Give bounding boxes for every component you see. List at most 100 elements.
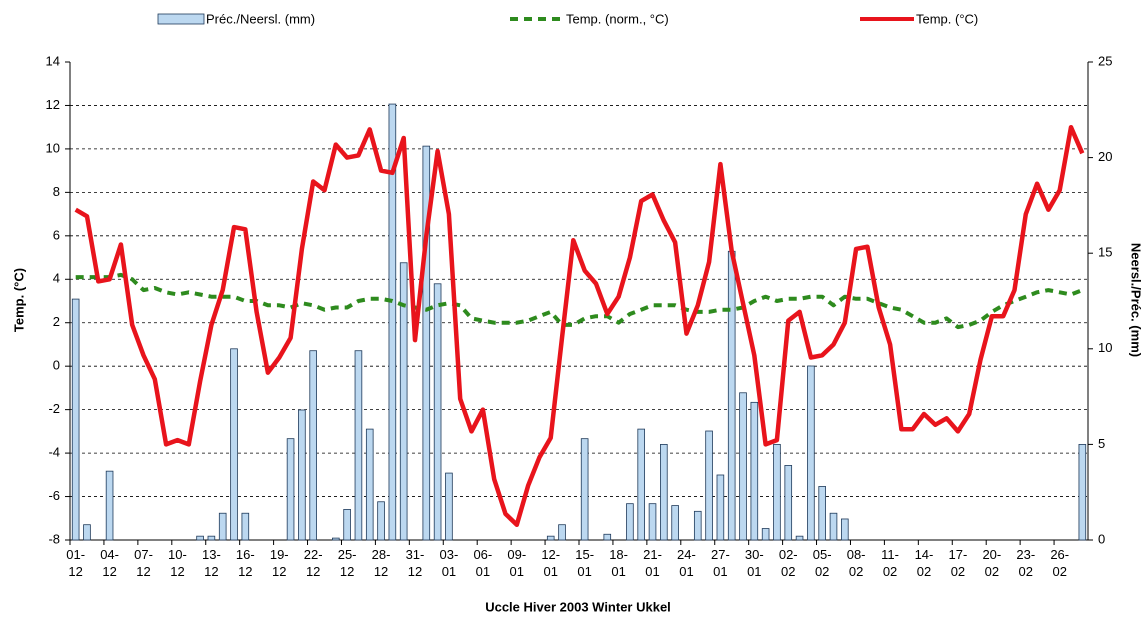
bar xyxy=(207,535,216,541)
bar xyxy=(309,350,317,541)
bar xyxy=(829,512,838,541)
x-tick-label: 21-01 xyxy=(643,547,662,579)
bar xyxy=(388,103,397,541)
x-tick-label: 01-12 xyxy=(66,547,85,579)
x-tick-label: 14-02 xyxy=(915,547,934,579)
y-axis-title: Temp. (°C) xyxy=(11,268,26,332)
bar xyxy=(196,535,204,541)
y-tick-label: 12 xyxy=(46,97,60,112)
legend-label: Temp. (norm., °C) xyxy=(566,11,669,26)
bar xyxy=(671,505,679,541)
legend-label: Temp. (°C) xyxy=(916,11,978,26)
bar xyxy=(1078,443,1087,541)
x-tick-label: 08-02 xyxy=(847,547,866,579)
bar xyxy=(286,438,295,541)
bar xyxy=(750,401,759,541)
bar xyxy=(241,512,250,541)
x-tick-label: 19-12 xyxy=(270,547,289,579)
x-tick-label: 10-12 xyxy=(168,547,187,579)
y-tick-label: -4 xyxy=(48,445,60,460)
bar xyxy=(580,438,589,541)
bar xyxy=(332,537,340,541)
bar xyxy=(784,465,793,541)
bar xyxy=(716,474,725,541)
x-tick-label: 03-01 xyxy=(440,547,459,579)
y-tick-label: 8 xyxy=(53,184,60,199)
line xyxy=(75,272,1084,330)
legend-label: Préc./Neersl. (mm) xyxy=(206,11,315,26)
x-tick-label: 31-12 xyxy=(406,547,425,579)
y-tick-label: -8 xyxy=(48,531,60,546)
y-tick-label: -6 xyxy=(48,488,60,503)
bar xyxy=(433,283,442,541)
x-tick-label: 15-01 xyxy=(575,547,594,579)
x-tick-label: 02-02 xyxy=(779,547,798,579)
y2-tick-label: 5 xyxy=(1098,436,1105,451)
y-tick-label: 2 xyxy=(53,314,60,329)
bar xyxy=(818,486,826,541)
bar xyxy=(773,443,781,541)
y-tick-label: 6 xyxy=(53,227,60,242)
x-tick-label: 26-02 xyxy=(1050,547,1069,579)
y2-tick-label: 15 xyxy=(1098,245,1112,260)
bar xyxy=(626,503,634,541)
x-tick-label: 12-01 xyxy=(541,547,560,579)
bar xyxy=(71,298,80,541)
line xyxy=(74,124,1085,528)
bar xyxy=(343,509,351,541)
x-tick-label: 06-01 xyxy=(473,547,492,579)
bar xyxy=(354,350,363,541)
y-tick-label: 10 xyxy=(46,140,60,155)
bar xyxy=(795,535,804,541)
y-tick-label: 4 xyxy=(53,271,60,286)
bar xyxy=(445,472,453,541)
x-tick-label: 22-12 xyxy=(304,547,323,579)
x-tick-label: 07-12 xyxy=(134,547,153,579)
bar xyxy=(298,409,306,541)
bar xyxy=(761,528,770,541)
x-tick-label: 18-01 xyxy=(609,547,628,579)
x-tick-label: 23-02 xyxy=(1016,547,1035,579)
bar xyxy=(807,365,815,541)
bar xyxy=(399,262,408,541)
x-tick-label: 17-02 xyxy=(949,547,968,579)
bar xyxy=(660,443,668,541)
y-tick-label: -2 xyxy=(48,401,60,416)
bar xyxy=(693,510,702,541)
x-tick-label: 11-02 xyxy=(881,547,899,579)
y2-axis-title: Neersl./Préc. (mm) xyxy=(1129,243,1144,357)
x-tick-label: 04-12 xyxy=(100,547,119,579)
bar xyxy=(83,524,91,541)
bar xyxy=(105,470,114,541)
bar xyxy=(727,250,736,541)
x-tick-label: 24-01 xyxy=(677,547,696,579)
bar xyxy=(739,392,747,541)
x-axis-title: Uccle Hiver 2003 Winter Ukkel xyxy=(485,599,671,614)
x-tick-label: 20-02 xyxy=(982,547,1001,579)
bar xyxy=(648,503,657,541)
x-tick-label: 27-01 xyxy=(711,547,730,579)
y2-tick-label: 20 xyxy=(1098,149,1112,164)
y-tick-label: 0 xyxy=(53,358,60,373)
x-tick-label: 13-12 xyxy=(202,547,221,579)
x-tick-label: 25-12 xyxy=(338,547,357,579)
bar xyxy=(841,518,849,541)
bar xyxy=(546,535,555,541)
bar xyxy=(637,428,646,541)
x-tick-label: 28-12 xyxy=(372,547,391,579)
y2-tick-label: 25 xyxy=(1098,53,1112,68)
x-tick-label: 16-12 xyxy=(236,547,255,579)
y2-tick-label: 10 xyxy=(1098,340,1112,355)
bar xyxy=(603,533,612,541)
bar xyxy=(377,501,385,541)
x-tick-label: 09-01 xyxy=(507,547,526,579)
bar xyxy=(558,524,566,541)
bar xyxy=(705,430,713,541)
legend-swatch xyxy=(157,13,205,25)
y-tick-label: 14 xyxy=(46,53,60,68)
x-tick-label: 30-01 xyxy=(745,547,764,579)
bar xyxy=(230,348,238,541)
y2-tick-label: 0 xyxy=(1098,531,1105,546)
bar xyxy=(365,428,374,541)
